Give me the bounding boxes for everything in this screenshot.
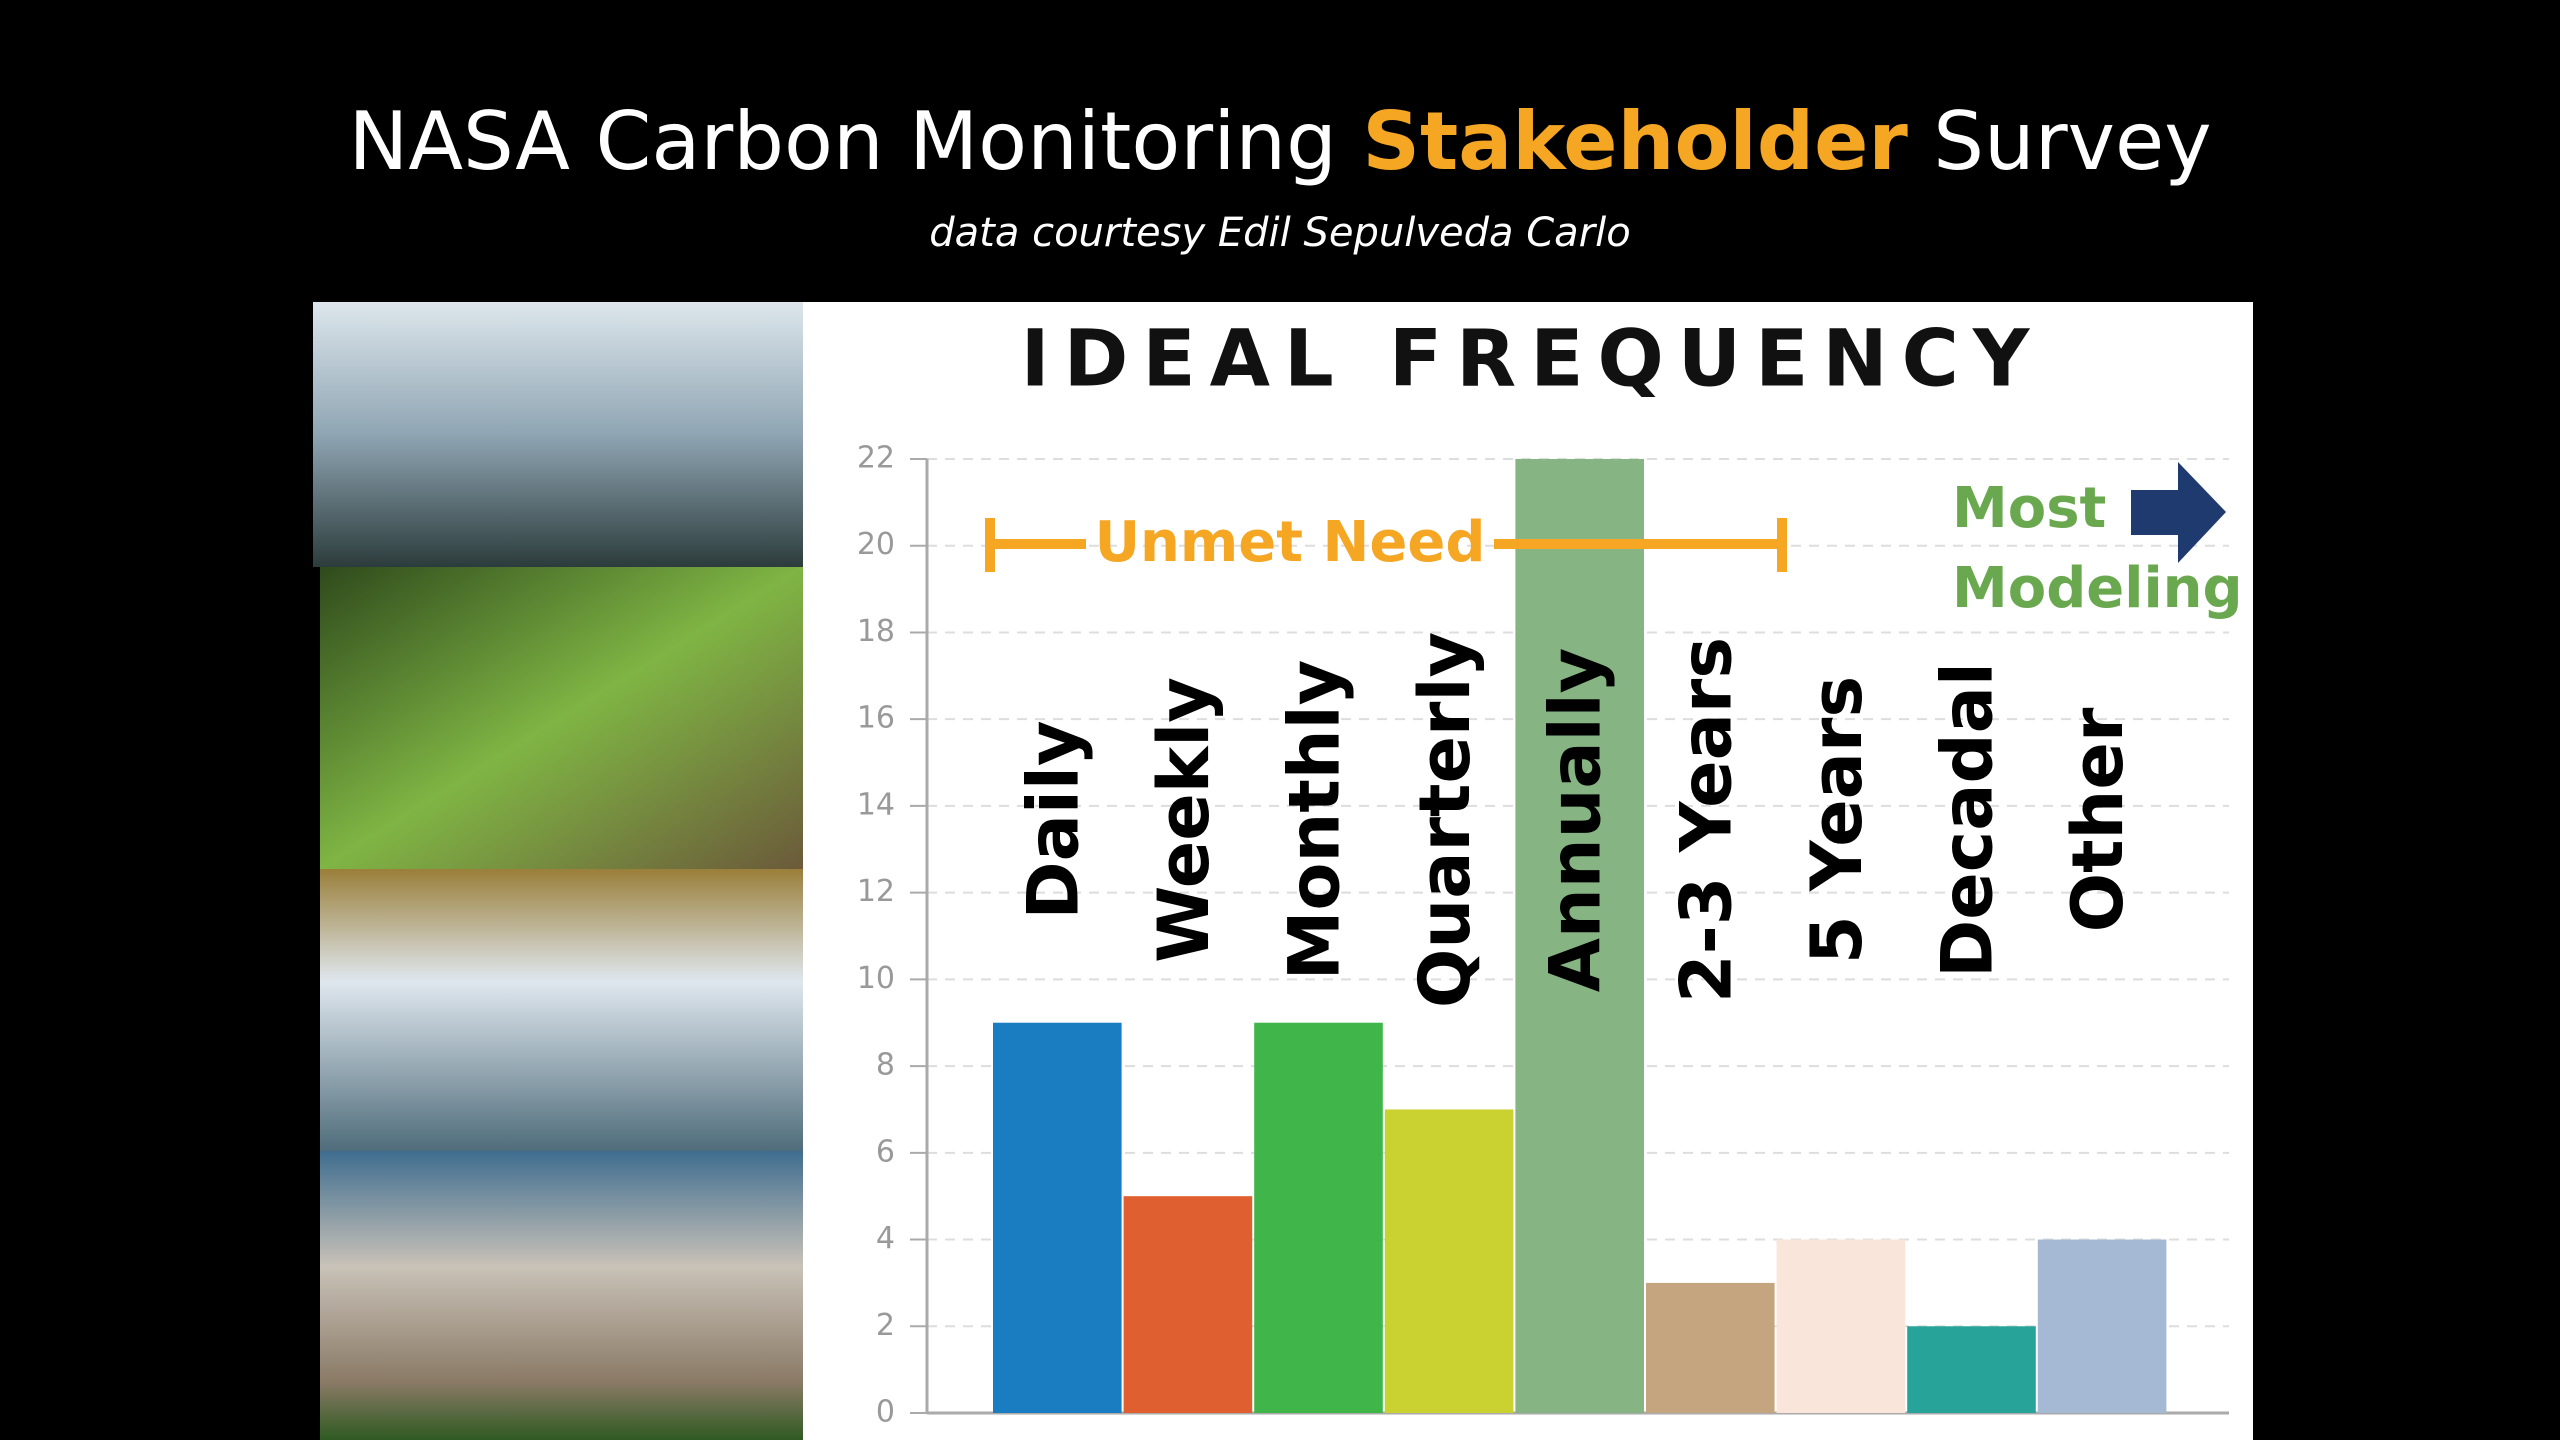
bar xyxy=(993,1022,1122,1413)
photo-waterfall xyxy=(320,869,803,1151)
chart-title: IDEAL FREQUENCY xyxy=(1021,314,2044,404)
subtitle: data courtesy Edil Sepulveda Carlo xyxy=(929,210,1630,256)
bar xyxy=(1776,1239,1906,1413)
annotation: Unmet Need xyxy=(1095,510,1486,575)
bar xyxy=(1384,1109,1514,1413)
y-tick-label: 14 xyxy=(857,787,895,822)
bar xyxy=(1515,459,1644,1413)
category-label: Monthly xyxy=(1274,660,1356,981)
photo-city xyxy=(313,302,803,567)
bar xyxy=(2037,1239,2167,1413)
plot: 0 2 4 6 8 10 12 14 16 18 20 22 Daily Weekly Monthly Qua… xyxy=(857,441,2229,1430)
annotation: Most xyxy=(1952,476,2106,541)
category-label: Daily xyxy=(1012,721,1094,920)
category-label: Annually xyxy=(1535,648,1617,993)
category-label: 2-3 Years xyxy=(1665,637,1747,1003)
slide-title: NASA Carbon Monitoring Stakeholder Surve… xyxy=(348,95,2211,188)
bar xyxy=(1907,1326,2036,1413)
bar xyxy=(1123,1196,1253,1413)
unmet-need-bracket: Unmet Need xyxy=(985,510,1787,575)
y-tick-label: 2 xyxy=(876,1308,895,1343)
category-label: 5 Years xyxy=(1796,676,1878,964)
y-tick-label: 4 xyxy=(876,1221,895,1256)
category-label: Weekly xyxy=(1143,677,1225,963)
arrow xyxy=(2131,462,2226,563)
y-tick-label: 12 xyxy=(857,874,895,909)
category-label: Decadal xyxy=(1927,662,2009,978)
y-tick-label: 6 xyxy=(876,1134,895,1169)
annotation: Modeling xyxy=(1952,556,2243,621)
photo-forest xyxy=(320,567,803,869)
y-tick-label: 20 xyxy=(857,527,895,562)
title-part: Survey xyxy=(1933,95,2211,188)
bar xyxy=(1254,1022,1383,1413)
y-tick-label: 22 xyxy=(857,441,895,476)
bar xyxy=(1646,1282,1775,1413)
y-tick-label: 0 xyxy=(876,1395,895,1430)
y-tick-label: 8 xyxy=(876,1048,895,1083)
category-label: Quarterly xyxy=(1404,632,1486,1008)
category-label: Other xyxy=(2057,707,2139,932)
y-tick-label: 10 xyxy=(857,961,895,996)
y-tick-label: 18 xyxy=(857,614,895,649)
title-part: NASA Carbon Monitoring xyxy=(348,95,1336,188)
title-highlight: Stakeholder xyxy=(1362,95,1908,188)
y-tick-label: 16 xyxy=(857,701,895,736)
photo-fire xyxy=(320,1151,803,1440)
